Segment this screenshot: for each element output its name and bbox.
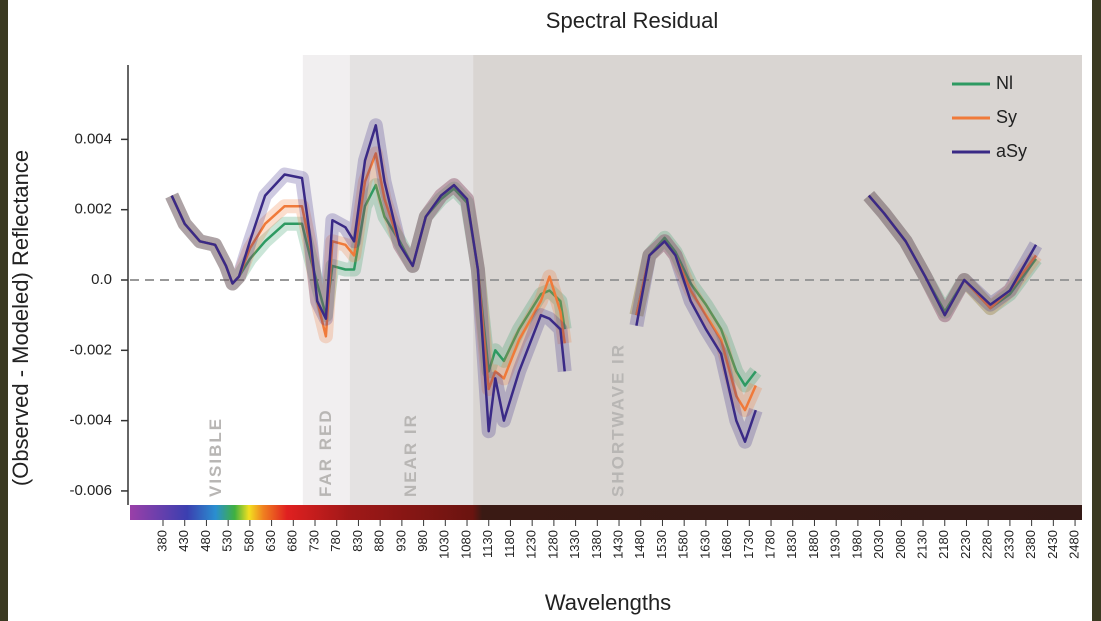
x-tick-label: 1980 (849, 530, 864, 559)
x-tick-label: 1430 (610, 530, 625, 559)
chart-title: Spectral Residual (546, 8, 718, 33)
series-line (170, 124, 1038, 443)
x-tick-label: 630 (263, 530, 278, 552)
x-tick-label: 380 (154, 530, 169, 552)
x-tick-label: 780 (328, 530, 343, 552)
legend-label: aSy (996, 141, 1027, 161)
region-label: SHORTWAVE IR (609, 343, 628, 497)
y-tick-label: 0.0 (91, 271, 112, 288)
y-tick-label: -0.006 (69, 482, 112, 499)
x-tick-label: 480 (198, 530, 213, 552)
x-tick-label: 2430 (1045, 530, 1060, 559)
x-tick-label: 980 (415, 530, 430, 552)
x-tick-label: 1880 (806, 530, 821, 559)
x-tick-label: 1480 (632, 530, 647, 559)
x-tick-label: 2380 (1023, 530, 1038, 559)
region (130, 55, 303, 505)
region-label: VISIBLE (206, 417, 225, 497)
x-tick-label: 1030 (437, 530, 452, 559)
x-tick-label: 1780 (762, 530, 777, 559)
y-tick-label: 0.004 (74, 130, 112, 147)
spectrum-bar (130, 505, 1082, 520)
x-tick-label: 1680 (719, 530, 734, 559)
x-tick-label: 2230 (958, 530, 973, 559)
x-tick-label: 1230 (524, 530, 539, 559)
x-tick-label: 1930 (828, 530, 843, 559)
x-tick-label: 1280 (545, 530, 560, 559)
x-tick-label: 680 (285, 530, 300, 552)
x-tick-label: 2030 (871, 530, 886, 559)
region-label: FAR RED (316, 408, 335, 497)
x-tick-label: 2480 (1066, 530, 1081, 559)
y-tick-label: 0.002 (74, 201, 112, 218)
x-tick-label: 430 (176, 530, 191, 552)
x-tick-label: 1080 (458, 530, 473, 559)
x-tick-label: 1130 (480, 530, 495, 558)
x-tick-label: 1180 (502, 530, 517, 558)
x-tick-label: 2130 (914, 530, 929, 559)
y-tick-label: -0.004 (69, 412, 112, 429)
legend-label: Nl (996, 73, 1013, 93)
x-axis-label: Wavelengths (545, 590, 671, 615)
x-tick-label: 730 (306, 530, 321, 552)
x-tick-label: 2080 (893, 530, 908, 559)
region-label: NEAR IR (401, 413, 420, 497)
x-tick-label: 530 (220, 530, 235, 552)
x-tick-label: 2280 (980, 530, 995, 559)
legend-label: Sy (996, 107, 1017, 127)
y-tick-label: -0.002 (69, 341, 112, 358)
x-tick-label: 1630 (697, 530, 712, 559)
x-tick-label: 930 (393, 530, 408, 552)
x-tick-label: 1580 (676, 530, 691, 559)
x-tick-label: 880 (372, 530, 387, 552)
x-tick-label: 1730 (741, 530, 756, 559)
x-tick-label: 1380 (589, 530, 604, 559)
x-tick-label: 1330 (567, 530, 582, 559)
x-tick-label: 580 (241, 530, 256, 552)
x-tick-label: 2330 (1001, 530, 1016, 559)
x-tick-label: 830 (350, 530, 365, 552)
x-tick-label: 1830 (784, 530, 799, 559)
x-tick-label: 1530 (654, 530, 669, 559)
x-tick-label: 2180 (936, 530, 951, 559)
y-axis-label: (Observed - Modeled) Reflectance (8, 150, 33, 486)
